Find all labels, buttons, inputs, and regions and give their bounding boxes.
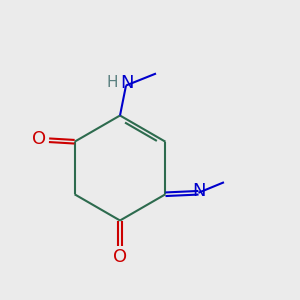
Text: O: O xyxy=(32,130,46,148)
Text: H: H xyxy=(107,75,118,90)
Text: O: O xyxy=(113,248,127,266)
Text: N: N xyxy=(120,74,134,92)
Text: N: N xyxy=(193,182,206,200)
